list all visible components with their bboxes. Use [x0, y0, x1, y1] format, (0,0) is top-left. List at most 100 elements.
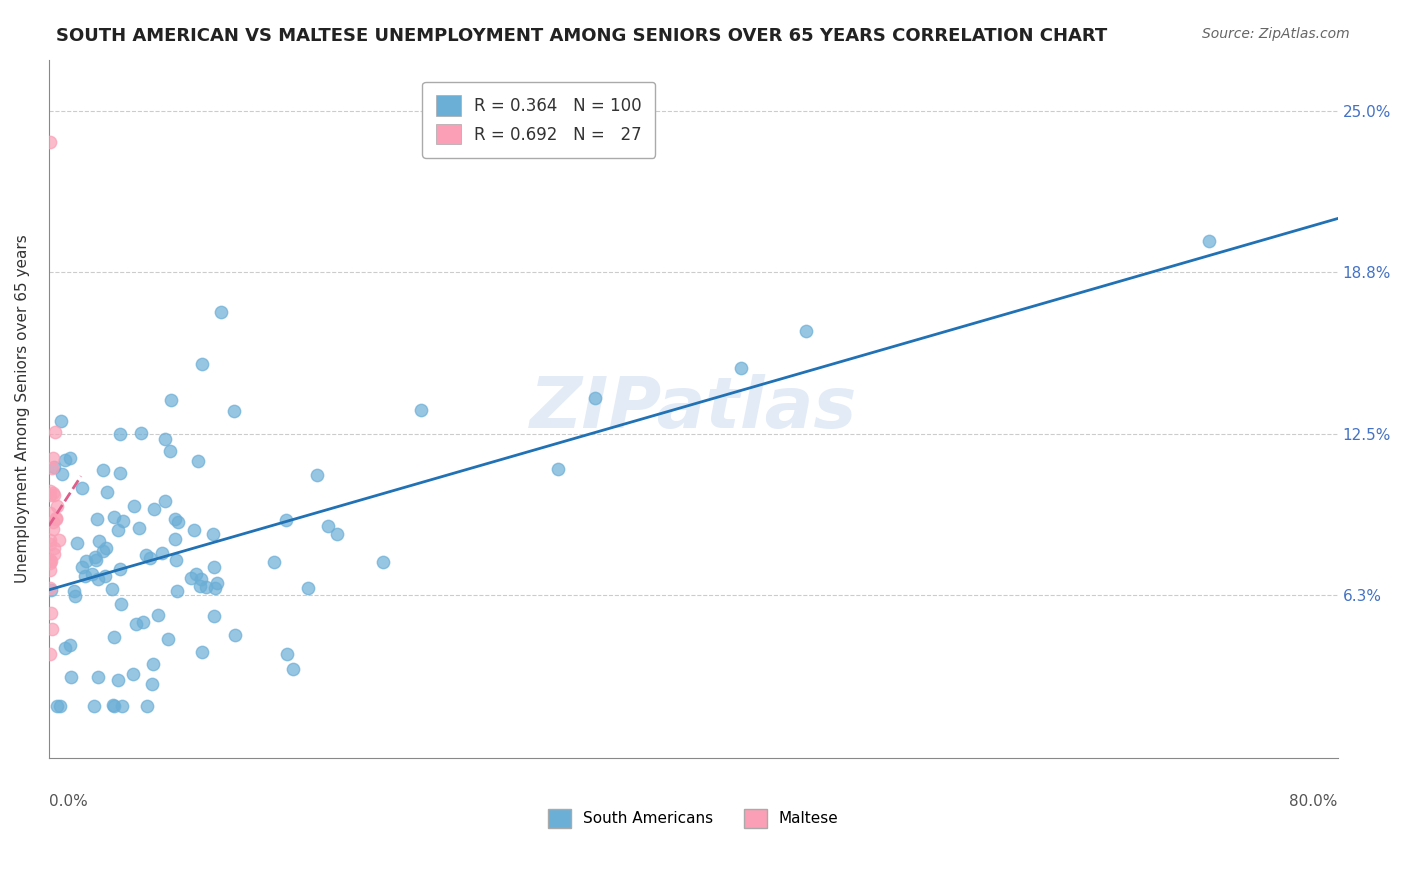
South Americans — [190, 579, 212, 593]
Maltese — [48, 533, 70, 547]
South Americans — [87, 573, 110, 587]
Maltese — [39, 506, 62, 520]
South Americans — [84, 550, 107, 565]
South Americans — [103, 630, 125, 644]
Maltese — [44, 547, 66, 561]
South Americans — [222, 404, 245, 418]
South Americans — [224, 628, 246, 642]
Maltese — [39, 554, 62, 568]
Maltese — [44, 425, 66, 440]
South Americans — [128, 521, 150, 535]
South Americans — [281, 663, 304, 677]
Maltese — [42, 515, 65, 529]
South Americans — [125, 617, 148, 632]
South Americans — [51, 414, 73, 428]
South Americans — [204, 581, 226, 595]
South Americans — [135, 548, 157, 562]
Text: SOUTH AMERICAN VS MALTESE UNEMPLOYMENT AMONG SENIORS OVER 65 YEARS CORRELATION C: SOUTH AMERICAN VS MALTESE UNEMPLOYMENT A… — [56, 27, 1108, 45]
South Americans — [94, 541, 117, 555]
South Americans — [103, 698, 125, 713]
South Americans — [111, 698, 134, 713]
South Americans — [51, 467, 73, 481]
Y-axis label: Unemployment Among Seniors over 65 years: Unemployment Among Seniors over 65 years — [15, 235, 30, 583]
Maltese — [39, 647, 62, 661]
South Americans — [159, 444, 181, 458]
South Americans — [142, 657, 165, 671]
South Americans — [65, 536, 87, 550]
South Americans — [141, 677, 163, 691]
South Americans — [62, 584, 84, 599]
South Americans — [183, 524, 205, 538]
South Americans — [307, 468, 329, 483]
South Americans — [156, 632, 179, 646]
South Americans — [112, 514, 135, 528]
South Americans — [91, 463, 114, 477]
South Americans — [163, 512, 186, 526]
South Americans — [63, 590, 86, 604]
Legend: South Americans, Maltese: South Americans, Maltese — [541, 803, 845, 834]
Maltese — [45, 511, 67, 525]
South Americans — [86, 512, 108, 526]
South Americans — [108, 466, 131, 480]
Text: 0.0%: 0.0% — [49, 795, 87, 809]
Maltese — [39, 484, 62, 499]
Maltese — [39, 563, 62, 577]
South Americans — [49, 698, 72, 713]
Maltese — [39, 537, 62, 551]
South Americans — [195, 581, 218, 595]
South Americans — [132, 615, 155, 629]
South Americans — [209, 305, 232, 319]
South Americans — [205, 575, 228, 590]
South Americans — [129, 426, 152, 441]
South Americans — [39, 582, 62, 597]
South Americans — [191, 645, 214, 659]
South Americans — [202, 609, 225, 624]
South Americans — [107, 673, 129, 687]
Maltese — [42, 541, 65, 556]
South Americans — [84, 552, 107, 566]
South Americans — [180, 571, 202, 585]
South Americans — [583, 391, 606, 405]
South Americans — [297, 581, 319, 595]
Maltese — [39, 488, 62, 502]
South Americans — [794, 324, 817, 338]
Maltese — [41, 461, 63, 475]
South Americans — [160, 392, 183, 407]
South Americans — [326, 527, 349, 541]
Text: Source: ZipAtlas.com: Source: ZipAtlas.com — [1202, 27, 1350, 41]
South Americans — [135, 698, 157, 713]
South Americans — [101, 698, 124, 713]
South Americans — [87, 670, 110, 684]
South Americans — [53, 641, 76, 656]
Maltese — [42, 523, 65, 537]
South Americans — [60, 670, 83, 684]
South Americans — [191, 357, 214, 371]
South Americans — [1198, 234, 1220, 248]
South Americans — [44, 460, 66, 475]
South Americans — [190, 572, 212, 586]
Maltese — [41, 622, 63, 636]
South Americans — [153, 432, 176, 446]
South Americans — [75, 554, 97, 568]
South Americans — [59, 450, 82, 465]
Maltese — [45, 500, 67, 514]
Maltese — [44, 488, 66, 502]
South Americans — [167, 516, 190, 530]
South Americans — [165, 553, 187, 567]
South Americans — [730, 360, 752, 375]
South Americans — [94, 569, 117, 583]
Maltese — [39, 606, 62, 620]
South Americans — [107, 523, 129, 537]
South Americans — [153, 494, 176, 508]
South Americans — [59, 639, 82, 653]
South Americans — [70, 481, 93, 495]
South Americans — [148, 608, 170, 623]
South Americans — [139, 551, 162, 566]
Maltese — [45, 512, 67, 526]
South Americans — [276, 513, 298, 527]
South Americans — [83, 698, 105, 713]
South Americans — [263, 555, 285, 569]
Maltese — [39, 557, 62, 571]
South Americans — [142, 501, 165, 516]
South Americans — [187, 454, 209, 468]
